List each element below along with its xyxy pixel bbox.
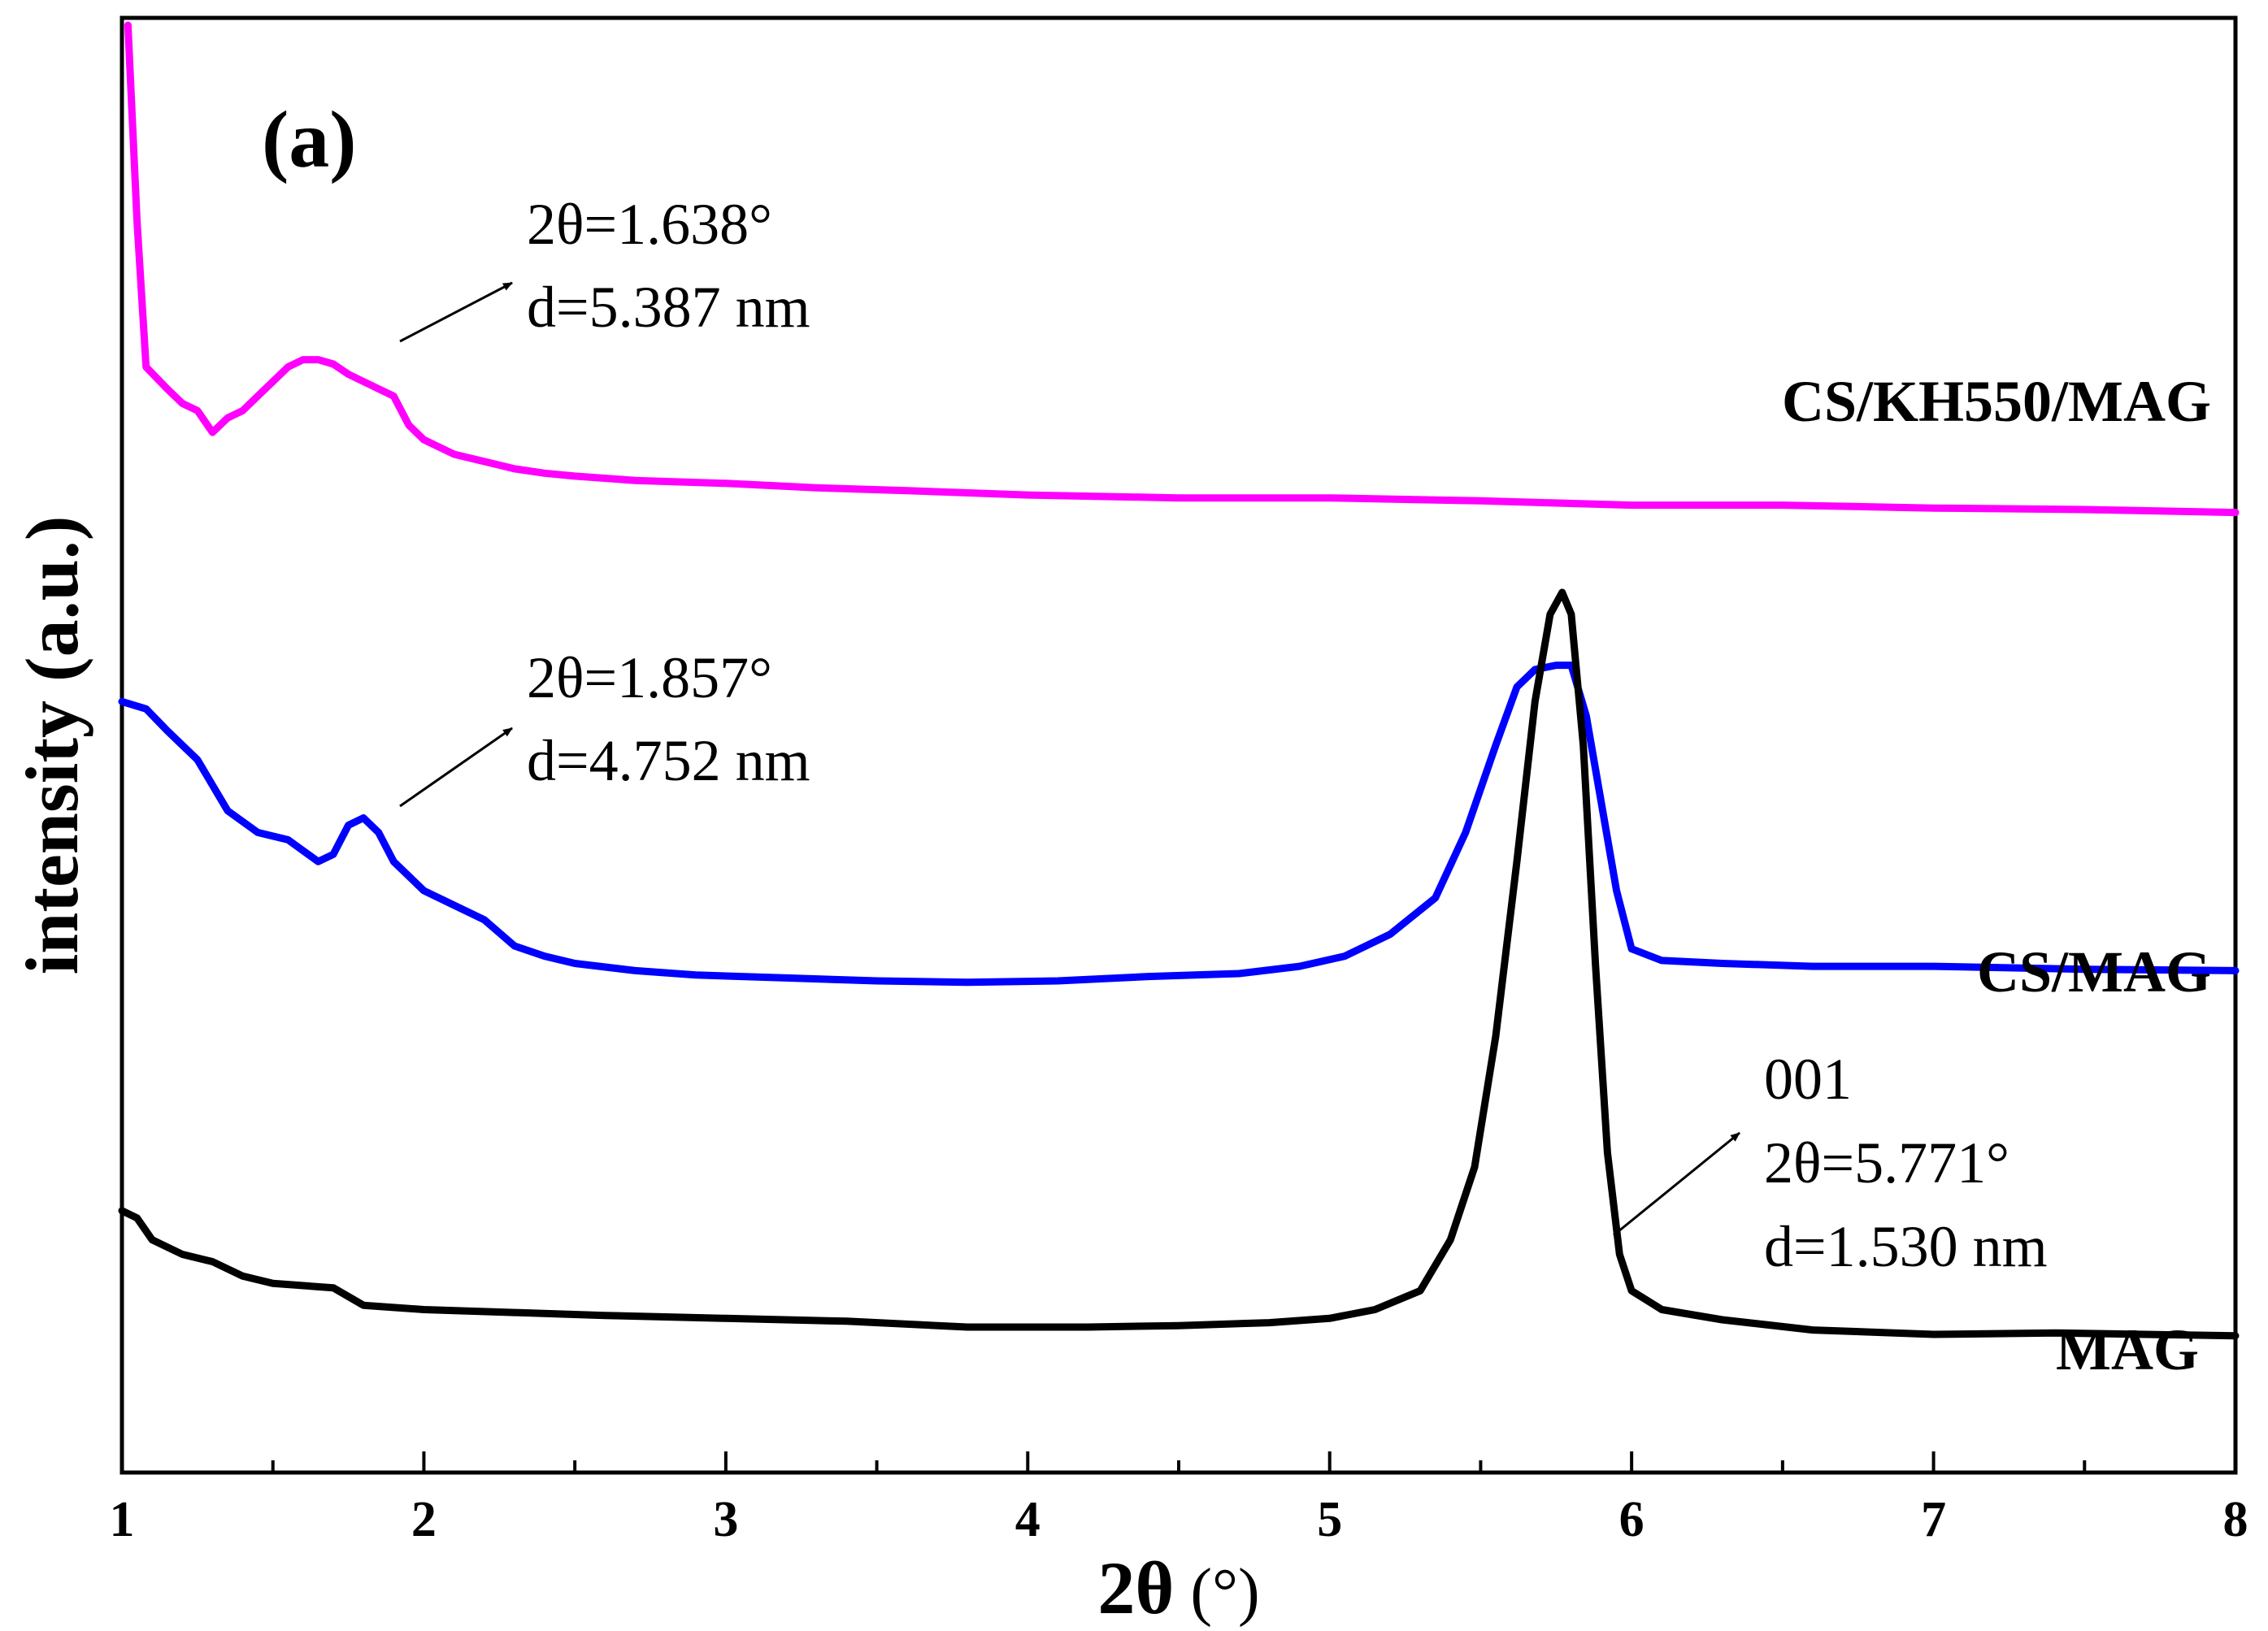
annotation-kh550-d: d=5.387 nm — [527, 275, 810, 340]
annotation-csmag-theta: 2θ=1.857° — [527, 645, 772, 710]
annotation-kh550-arrow — [399, 281, 513, 343]
annotation-mag-theta: 2θ=5.771° — [1764, 1130, 2009, 1195]
annotation-kh550-theta: 2θ=1.638° — [527, 192, 772, 257]
series-line-cs-kh550-mag — [124, 21, 2240, 517]
annotation-mag-hkl: 001 — [1764, 1047, 1852, 1112]
x-axis-label-symbol: 2θ — [1097, 1546, 1174, 1629]
x-tick-label: 5 — [1317, 1492, 1342, 1547]
annotation-mag-arrow — [1613, 1131, 1740, 1237]
annotation-mag-d: d=1.530 nm — [1764, 1214, 2048, 1279]
panel-label: (a) — [262, 94, 357, 184]
annotation-csmag-arrow — [399, 727, 513, 808]
x-tick-label: 1 — [110, 1492, 135, 1547]
y-axis-label: intensity (a.u.) — [11, 516, 93, 975]
x-axis-ticks: 1 2 3 4 5 6 7 8 — [110, 1451, 2248, 1547]
x-tick-label: 8 — [2223, 1492, 2248, 1547]
x-axis-label: 2θ (°) — [1097, 1546, 1259, 1629]
series-label-cs-mag: CS/MAG — [1977, 939, 2211, 1004]
x-axis-label-unit: (°) — [1190, 1556, 1259, 1628]
series-label-mag: MAG — [2056, 1317, 2199, 1382]
annotation-csmag-d: d=4.752 nm — [527, 728, 810, 793]
series-layer — [118, 21, 2240, 1340]
x-tick-label: 7 — [1921, 1492, 1946, 1547]
x-tick-label: 4 — [1015, 1492, 1041, 1547]
x-tick-label: 6 — [1619, 1492, 1645, 1547]
series-line-cs-mag — [118, 662, 2240, 987]
series-line-mag — [118, 588, 2240, 1340]
x-tick-label: 2 — [411, 1492, 437, 1547]
series-label-cs-kh550-mag: CS/KH550/MAG — [1782, 369, 2211, 434]
x-tick-label: 3 — [713, 1492, 738, 1547]
